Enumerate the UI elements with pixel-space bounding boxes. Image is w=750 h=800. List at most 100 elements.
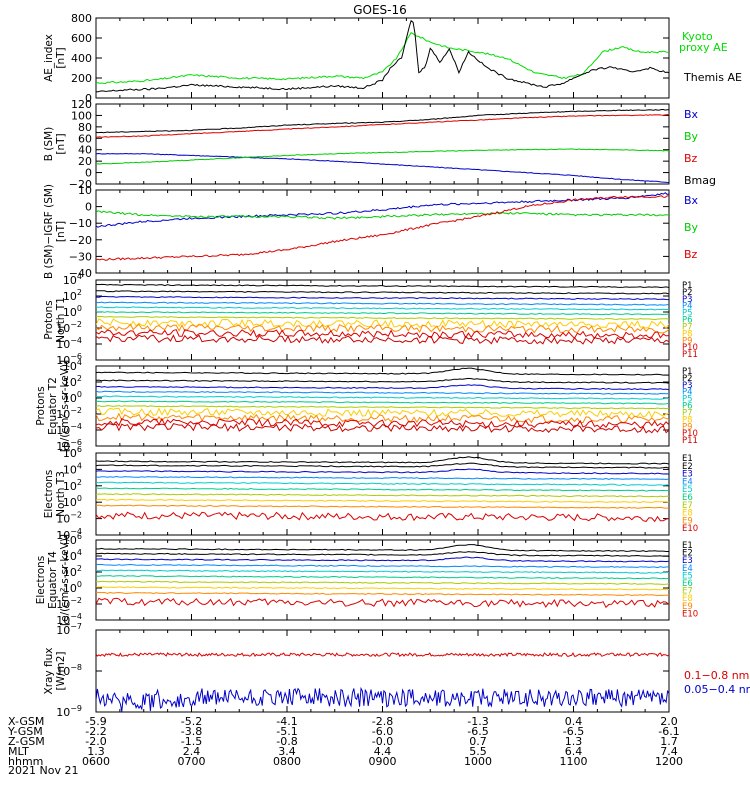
y-tick-label: 0 bbox=[85, 92, 92, 105]
legend-label-p9: P9 bbox=[682, 422, 693, 432]
footer-row-label: Y-GSM bbox=[7, 725, 43, 738]
series-line-bz bbox=[96, 195, 669, 261]
footer-row-label: X-GSM bbox=[8, 715, 44, 728]
footer-value: 3.4 bbox=[278, 745, 296, 758]
channel-line-p5 bbox=[96, 306, 669, 311]
legend-label-p7: P7 bbox=[682, 408, 693, 418]
y-axis-label: [W/m2] bbox=[55, 651, 67, 690]
y-tick-label: −20 bbox=[69, 234, 92, 247]
channel-line-p7 bbox=[96, 405, 669, 410]
y-tick-label: 100 bbox=[71, 109, 92, 122]
plot-area bbox=[96, 283, 669, 345]
channel-line-p10 bbox=[96, 329, 669, 340]
channel-line-e10 bbox=[96, 597, 669, 609]
legend-label-p2: P2 bbox=[682, 374, 693, 384]
y-tick-label: −20 bbox=[69, 178, 92, 191]
chart-title: GOES-16 bbox=[353, 3, 407, 17]
legend-label-p5: P5 bbox=[682, 309, 693, 319]
channel-line-p11 bbox=[96, 422, 669, 434]
footer-value: 0.7 bbox=[469, 735, 487, 748]
legend-label-e9: E9 bbox=[682, 516, 693, 526]
channel-line-e7 bbox=[96, 580, 669, 585]
channel-line-e10 bbox=[96, 511, 669, 523]
legend-label-p11: P11 bbox=[682, 436, 698, 446]
legend-label-p10: P10 bbox=[682, 343, 698, 353]
y-tick-label: −30 bbox=[69, 250, 92, 263]
y-tick-label: 600 bbox=[71, 32, 92, 45]
panel-3: −40 −30 −20 −10 0 10 B (SM)−IGRF (SM) [nT] Bx By B… bbox=[43, 184, 699, 280]
footer-value: -2.8 bbox=[372, 715, 393, 728]
plot-area bbox=[96, 544, 669, 609]
y-tick-label: 104 bbox=[63, 272, 82, 287]
footer-row-label: Z-GSM bbox=[8, 735, 45, 748]
footer-value: 0700 bbox=[178, 755, 206, 768]
footer-value: 7.4 bbox=[660, 745, 678, 758]
plot-area bbox=[96, 109, 669, 183]
y-axis-label: B (SM)−IGRF (SM) bbox=[43, 184, 55, 279]
legend-label-e4: E4 bbox=[682, 564, 693, 574]
y-axis-label: [p/(cm²-s-sr-keV)] bbox=[59, 360, 71, 452]
legend-label: proxy AE bbox=[679, 41, 728, 54]
channel-line-p9 bbox=[96, 323, 669, 334]
legend-label-e1: E1 bbox=[682, 454, 693, 464]
legend-label-e2: E2 bbox=[682, 462, 693, 472]
channel-line-e7 bbox=[96, 493, 669, 498]
y-axis-label: [nT] bbox=[55, 47, 67, 68]
legend-label-e10: E10 bbox=[682, 524, 698, 534]
legend-label-e7: E7 bbox=[682, 501, 693, 511]
y-axis-label: AE_index bbox=[43, 34, 55, 82]
legend-label-p8: P8 bbox=[682, 329, 693, 339]
channel-line-p4 bbox=[96, 390, 669, 395]
footer-value: -6.0 bbox=[372, 725, 393, 738]
footer-value: 5.5 bbox=[469, 745, 487, 758]
series-line-xray-1 bbox=[96, 651, 669, 658]
channel-line-e3 bbox=[96, 556, 669, 563]
legend-label-p1: P1 bbox=[682, 281, 693, 291]
y-tick-label: 0 bbox=[85, 167, 92, 180]
legend-label-e5: E5 bbox=[682, 485, 693, 495]
y-tick-label: 400 bbox=[71, 52, 92, 65]
y-axis-label: [e/(cm²-s-sr-keV)] bbox=[59, 534, 71, 626]
footer-value: -5.2 bbox=[181, 715, 202, 728]
legend-label-e7: E7 bbox=[682, 587, 693, 597]
channel-line-p5 bbox=[96, 395, 669, 400]
legend-label: Bz bbox=[684, 152, 698, 165]
legend-label-e5: E5 bbox=[682, 571, 693, 581]
footer-value: 0900 bbox=[369, 755, 397, 768]
y-tick-label: 80 bbox=[78, 121, 92, 134]
channel-line-e6 bbox=[96, 487, 669, 492]
y-axis-label: Electrons bbox=[43, 470, 55, 519]
footer-value: -0.8 bbox=[276, 735, 297, 748]
footer-value: 0800 bbox=[273, 755, 301, 768]
footer-value: -1.5 bbox=[181, 735, 202, 748]
legend-label: 0.1−0.8 nm bbox=[684, 669, 749, 682]
channel-line-p3 bbox=[96, 384, 669, 391]
y-axis-label: B (SM) bbox=[43, 127, 55, 161]
channel-line-e1 bbox=[96, 544, 669, 553]
channel-line-p6 bbox=[96, 311, 669, 316]
channel-line-p9 bbox=[96, 412, 669, 424]
series-line-xray-2 bbox=[96, 686, 669, 712]
footer-value: -0.0 bbox=[372, 735, 393, 748]
channel-line-e1 bbox=[96, 456, 669, 465]
channel-line-p4 bbox=[96, 301, 669, 306]
y-tick-label: 106 bbox=[63, 445, 82, 460]
footer-value: -2.0 bbox=[85, 735, 106, 748]
channel-line-p2 bbox=[96, 290, 669, 295]
legend-label: Bz bbox=[684, 248, 698, 261]
panel-frame bbox=[95, 189, 670, 274]
footer-value: -5.9 bbox=[85, 715, 106, 728]
footer-value: -1.3 bbox=[467, 715, 488, 728]
footer-value: -3.8 bbox=[181, 725, 202, 738]
y-axis-label: North T3 bbox=[55, 471, 67, 517]
legend-label-e4: E4 bbox=[682, 477, 693, 487]
channel-line-e4 bbox=[96, 475, 669, 481]
plot-area bbox=[96, 192, 669, 261]
footer-value: 1.3 bbox=[565, 735, 583, 748]
footer-value: 1.3 bbox=[87, 745, 105, 758]
legend-label-e1: E1 bbox=[682, 541, 693, 551]
series-line-bmag bbox=[96, 109, 669, 134]
